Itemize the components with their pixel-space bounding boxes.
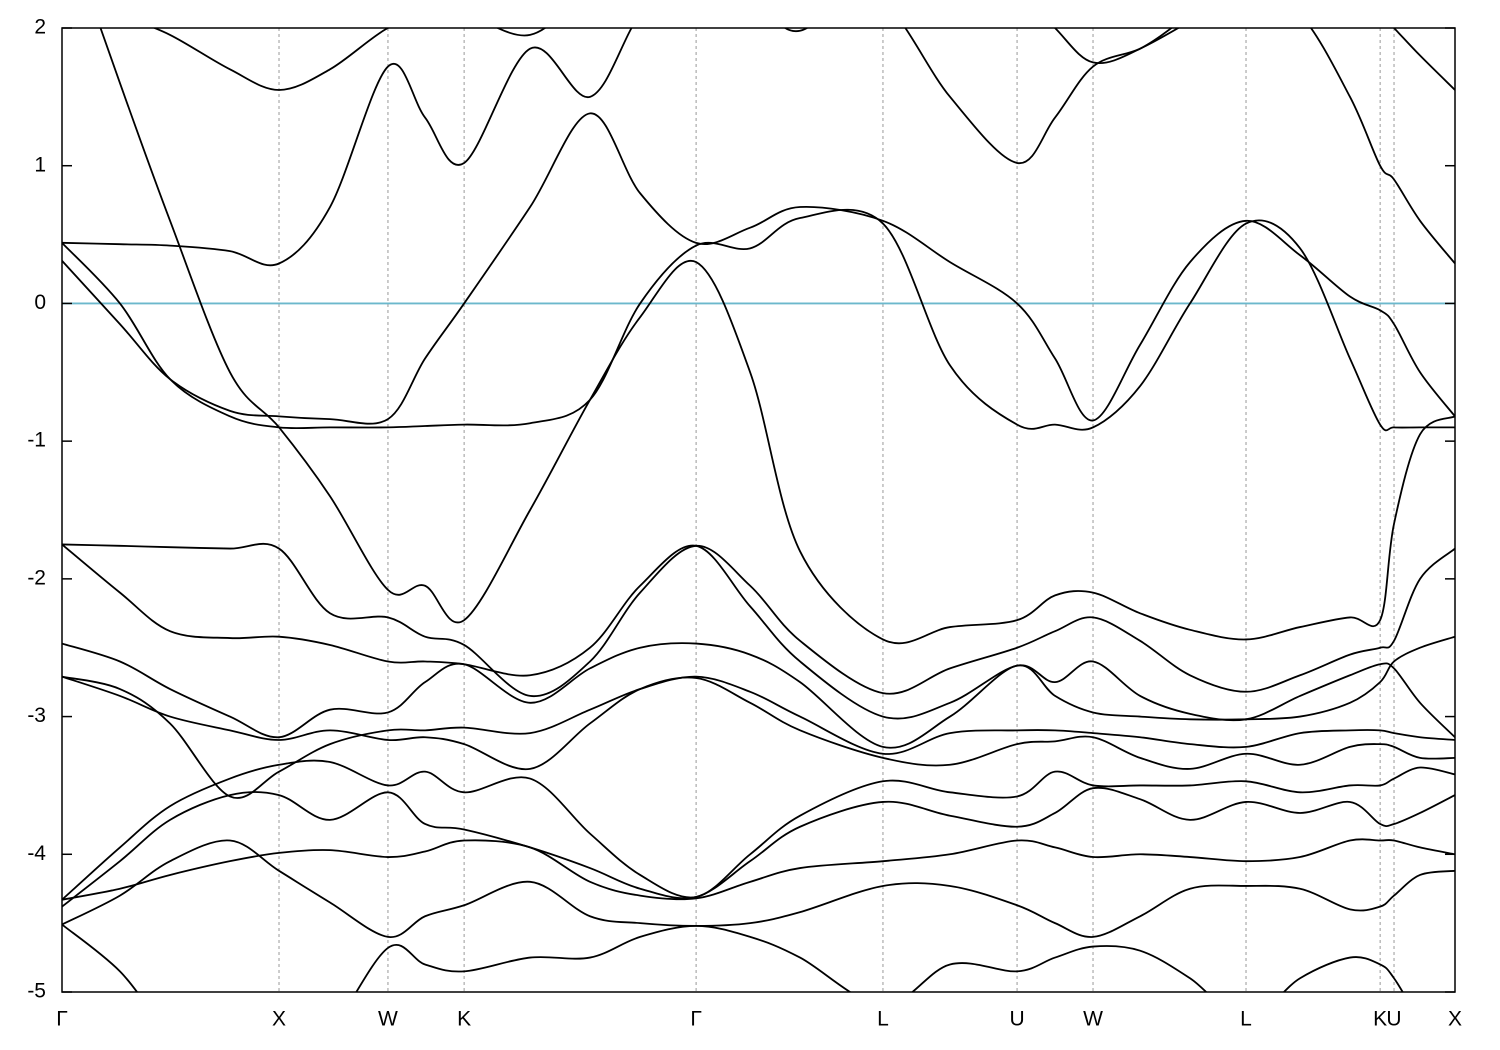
band-line — [62, 839, 1455, 938]
band-line — [62, 635, 1455, 749]
y-tick-label: 2 — [34, 16, 46, 39]
bands — [62, 28, 1455, 992]
band-line — [62, 759, 1455, 901]
x-tick-label: U — [1009, 1008, 1024, 1031]
x-tick-label: W — [378, 1008, 398, 1031]
band-line — [62, 786, 1455, 908]
x-tick-label: K — [457, 1008, 471, 1031]
x-tick-label: L — [877, 1008, 889, 1031]
band-line — [62, 675, 1455, 771]
y-tick-label: 0 — [34, 291, 46, 314]
band-line — [99, 28, 1455, 645]
y-tick-label: -1 — [27, 429, 46, 452]
y-tick-label: -2 — [27, 566, 46, 589]
y-tick-label: -5 — [27, 980, 46, 1003]
x-tick-label: U — [1386, 1008, 1401, 1031]
y-tick-label: -4 — [27, 842, 46, 865]
x-tick-label: Γ — [690, 1008, 702, 1031]
band-line — [62, 543, 1455, 738]
band-line — [62, 542, 1455, 697]
y-tick-label: 1 — [34, 153, 46, 176]
x-tick-label: X — [1448, 1008, 1462, 1031]
x-tick-label: L — [1240, 1008, 1252, 1031]
x-tick-label: Γ — [56, 1008, 68, 1031]
plot-frame — [61, 27, 1456, 993]
band-line — [62, 923, 1404, 992]
band-line — [62, 112, 1455, 425]
x-tick-label: K — [1373, 1008, 1387, 1031]
band-line — [62, 28, 1455, 267]
band-line — [62, 675, 1455, 799]
band-line — [62, 838, 1455, 901]
y-tick-label: -3 — [27, 704, 46, 727]
band-line — [152, 28, 1455, 91]
x-tick-label: W — [1083, 1008, 1103, 1031]
x-tick-label: X — [272, 1008, 286, 1031]
